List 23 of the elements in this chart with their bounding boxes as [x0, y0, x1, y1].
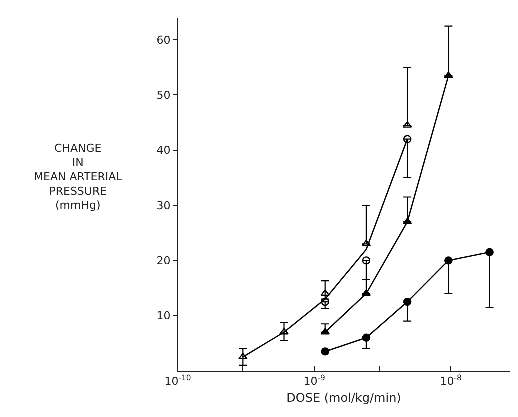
y-tick-label: 60: [156, 34, 171, 47]
y-axis-title: CHANGE IN MEAN ARTERIAL PRESSURE (mmHg): [34, 142, 124, 212]
point: [403, 135, 412, 144]
point: [362, 290, 372, 296]
point: [402, 218, 412, 224]
point: [486, 248, 494, 257]
point: [320, 328, 330, 335]
y-tick-label: 30: [156, 199, 171, 212]
y-tick-label: 20: [156, 254, 171, 268]
point: [444, 72, 454, 78]
point: [362, 334, 371, 342]
point: [321, 298, 330, 306]
x-tick-label: 10$^{-10}$: [164, 374, 192, 388]
y-tick-label: 10: [156, 310, 171, 323]
x-axis-title: DOSE (mol/kg/min): [286, 391, 402, 406]
point: [403, 298, 412, 306]
y-tick-label: 40: [156, 144, 171, 158]
y-tick-label: 50: [156, 89, 171, 102]
point: [362, 256, 371, 265]
x-tick-label: 10$^{-8}$: [440, 374, 462, 388]
point: [321, 348, 330, 356]
point: [444, 256, 453, 265]
x-tick-label: 10$^{-9}$: [304, 374, 326, 388]
